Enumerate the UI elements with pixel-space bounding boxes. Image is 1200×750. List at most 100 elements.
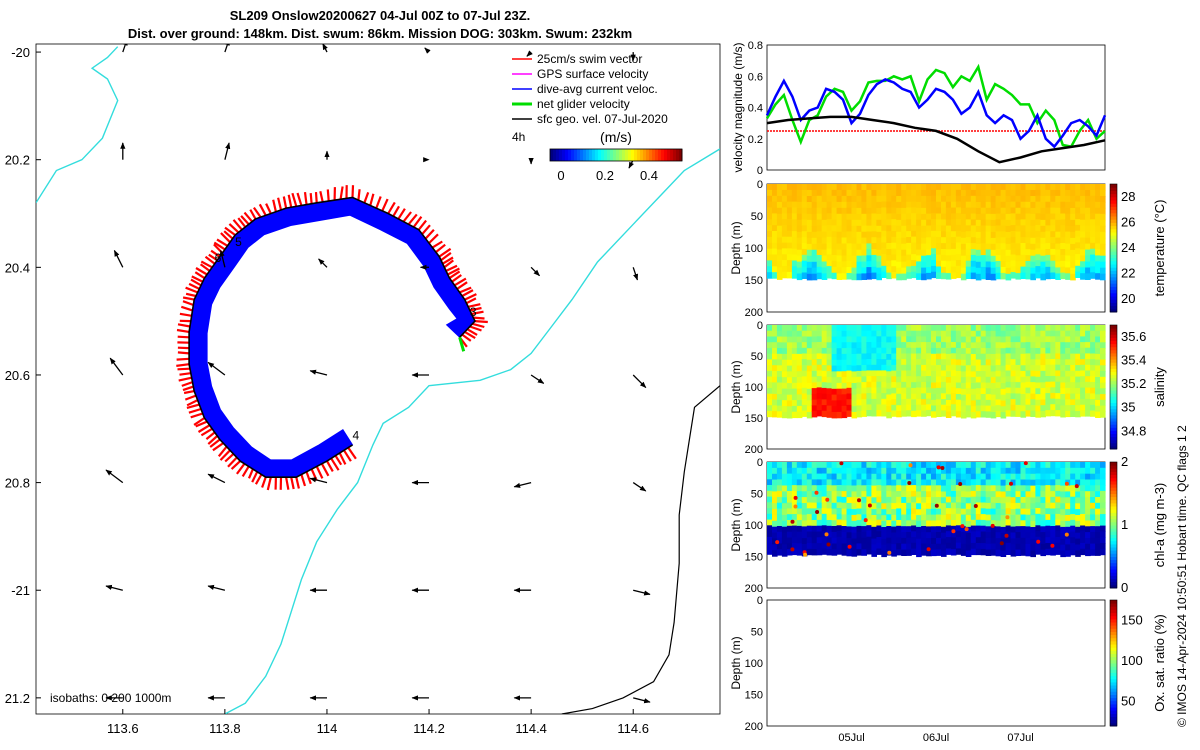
temperature-cell	[796, 219, 803, 227]
temperature-cell	[772, 231, 778, 238]
temperature-cell	[970, 201, 977, 209]
chla-cell	[1065, 497, 1071, 504]
temperature-cell	[1065, 225, 1071, 233]
chla-cell	[975, 467, 982, 475]
salinity-cell	[1085, 376, 1091, 383]
temperature-cell	[796, 273, 803, 281]
salinity-cell	[950, 370, 957, 377]
chla-cell	[990, 491, 997, 498]
salinity-cell	[871, 353, 877, 360]
salinity-cell	[836, 336, 843, 343]
chla-spot	[814, 490, 819, 495]
colorbar-cell	[1110, 562, 1117, 567]
salinity-cell	[1015, 325, 1022, 332]
salinity-cell	[921, 410, 927, 417]
salinity-cell	[995, 330, 1002, 337]
chla-cell	[965, 532, 972, 540]
temperature-cell	[826, 272, 833, 279]
temperature-cell	[1090, 254, 1096, 262]
salinity-cell	[1060, 330, 1066, 337]
salinity-cell	[881, 364, 887, 372]
temperature-cell	[851, 225, 858, 233]
chla-cell	[1065, 538, 1071, 545]
chla-cell	[1060, 521, 1066, 528]
swim-vector	[195, 420, 208, 428]
chla-cell	[896, 520, 902, 527]
temperature-cell	[990, 190, 997, 197]
chla-cell	[871, 526, 877, 534]
chla-cell	[767, 502, 773, 509]
salinity-cell	[1090, 404, 1096, 412]
salinity-cell	[1080, 347, 1086, 355]
colorbar-cell	[1110, 722, 1117, 727]
swim-vector	[249, 209, 257, 220]
temperature-cell	[1080, 267, 1086, 274]
temperature-cell	[1035, 201, 1041, 209]
swim-vector	[402, 211, 412, 223]
colorbar-cell	[1110, 248, 1117, 252]
temperature-cell	[806, 243, 813, 251]
salinity-cell	[816, 364, 823, 371]
temperature-cell	[772, 225, 778, 232]
temperature-cell	[1025, 189, 1032, 197]
chla-cell	[945, 542, 952, 550]
salinity-cell	[856, 388, 863, 395]
swim-vector	[407, 213, 418, 226]
temperature-cell	[1095, 249, 1101, 256]
temperature-cell	[801, 189, 808, 197]
salinity-cell	[886, 365, 892, 372]
colorbar-cell	[1110, 371, 1117, 376]
temperature-cell	[1040, 237, 1046, 245]
chla-cell	[1050, 496, 1056, 504]
temperature-cell	[1035, 184, 1041, 191]
swim-vector	[300, 474, 307, 487]
chla-cell	[811, 520, 818, 527]
salinity-cell	[1040, 370, 1046, 378]
chla-cell	[831, 549, 838, 556]
colorbar-cell	[1110, 308, 1117, 313]
chla-cell	[896, 537, 902, 544]
swim-vector	[200, 260, 213, 269]
temperature-cell	[970, 249, 977, 256]
chla-cell	[1075, 503, 1081, 510]
salinity-cell	[1030, 342, 1036, 349]
salinity-cell	[936, 399, 942, 406]
salinity-cell	[1065, 325, 1071, 332]
chla-cell	[826, 479, 833, 486]
temperature-cell	[906, 266, 912, 273]
chla-cell	[926, 467, 932, 475]
chla-cell	[851, 509, 858, 516]
salinity-cell	[970, 383, 977, 390]
swim-vector	[295, 476, 300, 489]
temperature-cell	[801, 195, 808, 203]
temperature-cell	[831, 201, 838, 209]
chla-cell	[836, 502, 843, 509]
temperature-cell	[856, 249, 863, 257]
temperature-cell	[1090, 207, 1096, 214]
salinity-cell	[970, 342, 977, 349]
salinity-cell	[955, 348, 962, 355]
temperature-cell	[841, 213, 848, 221]
chla-cell	[806, 525, 813, 533]
temperature-cell	[796, 249, 803, 257]
salinity-cell	[916, 336, 922, 343]
temperature-cell	[1090, 231, 1096, 238]
chla-cell	[950, 467, 957, 475]
chla-cell	[985, 537, 992, 545]
temperature-cell	[1010, 254, 1017, 261]
chla-cell	[1015, 479, 1022, 486]
temperature-cell	[836, 261, 843, 269]
salinity-cell	[861, 393, 867, 400]
salinity-cell	[990, 406, 997, 413]
chla-cell	[926, 479, 932, 487]
swim-vector	[438, 247, 452, 258]
salinity-cell	[826, 411, 833, 418]
colorbar-cell	[1110, 362, 1117, 366]
colorbar-tick-label: 2	[1121, 454, 1128, 469]
salinity-cell	[866, 347, 872, 354]
chla-cell	[1030, 479, 1036, 487]
salinity-cell	[1065, 342, 1071, 349]
salinity-cell	[821, 347, 828, 355]
salinity-cell	[970, 330, 977, 338]
salinity-cell	[936, 393, 942, 400]
